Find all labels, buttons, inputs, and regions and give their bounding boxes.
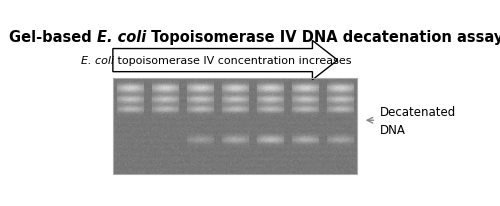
Text: Decatenated: Decatenated	[380, 105, 456, 118]
Text: topoisomerase IV concentration increases: topoisomerase IV concentration increases	[114, 56, 352, 66]
Text: Topoisomerase IV DNA decatenation assay: Topoisomerase IV DNA decatenation assay	[146, 29, 500, 44]
Text: E. coli: E. coli	[97, 29, 146, 44]
Text: E. coli: E. coli	[81, 56, 114, 66]
Text: Gel-based: Gel-based	[9, 29, 97, 44]
Polygon shape	[113, 41, 338, 80]
Text: DNA: DNA	[380, 123, 406, 136]
